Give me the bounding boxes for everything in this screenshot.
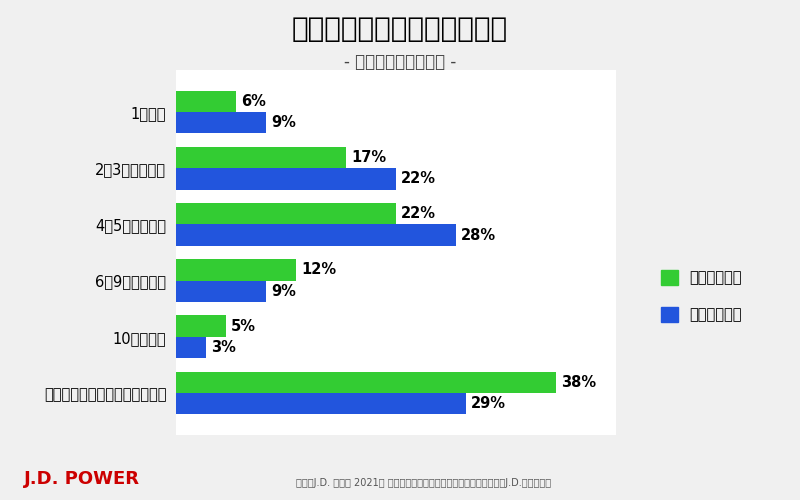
Bar: [176, 336, 206, 358]
Text: 38%: 38%: [561, 374, 596, 390]
Text: 次回の車の買い替え予定時期: 次回の車の買い替え予定時期: [292, 15, 508, 43]
Text: J.D. POWER: J.D. POWER: [24, 470, 140, 488]
Bar: [176, 203, 396, 224]
Text: 9%: 9%: [271, 116, 296, 130]
Text: 22%: 22%: [401, 206, 436, 222]
Text: 22%: 22%: [401, 172, 436, 186]
Bar: [176, 91, 236, 112]
Bar: [176, 372, 556, 393]
Text: 9%: 9%: [271, 284, 296, 298]
Bar: [176, 168, 396, 190]
Bar: [176, 259, 296, 280]
Bar: [176, 224, 456, 246]
Text: 出典：J.D. パワー 2021年 コロナ禍のカーライフとモビリティに関するJ.D.パワー調査: 出典：J.D. パワー 2021年 コロナ禍のカーライフとモビリティに関するJ.…: [296, 478, 551, 488]
Text: 6%: 6%: [241, 94, 266, 109]
Text: 3%: 3%: [211, 340, 236, 355]
Bar: [176, 112, 266, 134]
Text: 28%: 28%: [461, 228, 496, 242]
Bar: [176, 147, 346, 169]
Text: 5%: 5%: [231, 318, 256, 334]
Text: 17%: 17%: [351, 150, 386, 165]
Text: - 国産車・輸入車比較 -: - 国産車・輸入車比較 -: [344, 52, 456, 70]
Bar: [176, 393, 466, 414]
Legend: 国産車保有者, 輸入車保有者: 国産車保有者, 輸入車保有者: [654, 262, 750, 330]
Text: 12%: 12%: [301, 262, 336, 278]
Bar: [176, 280, 266, 302]
Bar: [176, 316, 226, 336]
Text: 29%: 29%: [471, 396, 506, 411]
